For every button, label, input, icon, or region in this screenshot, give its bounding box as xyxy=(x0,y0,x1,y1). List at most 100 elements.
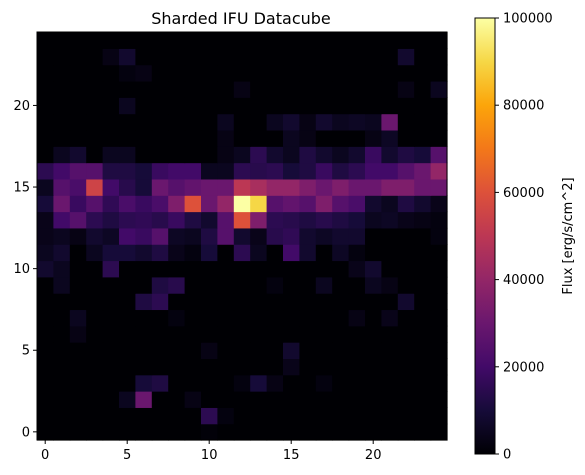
heatmap-cell xyxy=(430,260,448,278)
heatmap-cell xyxy=(332,423,350,441)
heatmap-cell xyxy=(184,391,202,408)
heatmap-cell xyxy=(86,342,104,359)
heatmap-cell xyxy=(233,195,251,213)
heatmap-cell xyxy=(365,195,382,213)
heatmap-cell xyxy=(168,80,186,98)
colorbar-ticks: 0 20000 40000 60000 80000 100000 xyxy=(495,12,553,463)
heatmap-cell xyxy=(69,80,87,98)
heatmap-cell xyxy=(168,391,186,408)
heatmap-cell xyxy=(201,97,218,115)
heatmap-cell xyxy=(37,391,54,408)
heatmap-cell xyxy=(217,260,235,278)
heatmap-cell xyxy=(250,309,268,327)
heatmap-cell xyxy=(119,162,136,180)
heatmap-cell xyxy=(37,293,54,311)
heatmap-cell xyxy=(151,374,169,392)
heatmap-cell xyxy=(233,227,251,245)
heatmap-cell xyxy=(53,211,71,229)
heatmap-cell xyxy=(69,113,87,131)
heatmap-cell xyxy=(414,276,432,294)
heatmap-cell xyxy=(53,293,71,311)
heatmap-cell xyxy=(332,146,350,164)
heatmap-cell xyxy=(119,97,136,115)
heatmap-cell xyxy=(135,64,153,82)
heatmap-cell xyxy=(69,48,87,66)
heatmap-cell xyxy=(119,407,136,425)
heatmap-cell xyxy=(315,211,333,229)
heatmap-cell xyxy=(217,244,235,262)
heatmap-cell xyxy=(283,244,300,262)
heatmap-cell xyxy=(86,374,104,392)
heatmap-cell xyxy=(53,374,71,392)
colorbar: 0 20000 40000 60000 80000 100000 Flux [erg/s/… xyxy=(474,12,576,463)
heatmap-cell xyxy=(69,260,87,278)
heatmap-cell xyxy=(414,244,432,262)
heatmap-cell xyxy=(332,325,350,343)
heatmap-cell xyxy=(250,162,268,180)
heatmap-cell xyxy=(250,32,268,49)
heatmap-cell xyxy=(365,227,382,245)
heatmap-cell xyxy=(151,146,169,164)
heatmap-cell xyxy=(102,178,120,196)
heatmap-cell xyxy=(348,276,366,294)
heatmap-cell xyxy=(381,325,399,343)
heatmap-cell xyxy=(233,64,251,82)
heatmap-cell xyxy=(266,178,284,196)
heatmap-cell xyxy=(69,195,87,213)
heatmap-cell xyxy=(250,260,268,278)
y-tick-label: 20 xyxy=(13,99,30,114)
heatmap-cell xyxy=(37,162,54,180)
heatmap-cell xyxy=(86,129,104,147)
heatmap-cell xyxy=(135,391,153,408)
heatmap-cell xyxy=(119,358,136,376)
heatmap-cell xyxy=(266,48,284,66)
heatmap-cell xyxy=(414,64,432,82)
heatmap-cell xyxy=(184,129,202,147)
heatmap-cell xyxy=(135,113,153,131)
heatmap-cell xyxy=(414,391,432,408)
heatmap-cell xyxy=(102,325,120,343)
heatmap-cell xyxy=(119,260,136,278)
heatmap-cell xyxy=(135,162,153,180)
heatmap-cell xyxy=(430,146,448,164)
heatmap-cell xyxy=(168,342,186,359)
heatmap-cell xyxy=(151,64,169,82)
heatmap-cell xyxy=(86,423,104,441)
x-tick-label: 20 xyxy=(365,448,382,463)
heatmap-cell xyxy=(201,423,218,441)
heatmap-cell xyxy=(250,113,268,131)
heatmap-cell xyxy=(250,195,268,213)
heatmap-cell xyxy=(397,113,415,131)
heatmap-cell xyxy=(397,211,415,229)
heatmap-cell xyxy=(348,227,366,245)
heatmap-cell xyxy=(315,407,333,425)
heatmap-cell xyxy=(348,178,366,196)
heatmap-cell xyxy=(365,423,382,441)
heatmap-cell xyxy=(266,391,284,408)
heatmap-cell xyxy=(332,244,350,262)
y-tick-label: 15 xyxy=(13,181,30,196)
heatmap-cell xyxy=(414,129,432,147)
heatmap-cell xyxy=(283,211,300,229)
heatmap-cell xyxy=(201,211,218,229)
heatmap-cell xyxy=(414,80,432,98)
heatmap-cell xyxy=(69,423,87,441)
heatmap-cell xyxy=(414,309,432,327)
heatmap-cell xyxy=(315,227,333,245)
heatmap-cell xyxy=(151,162,169,180)
heatmap-cell xyxy=(348,358,366,376)
heatmap-cell xyxy=(397,407,415,425)
heatmap-cell xyxy=(397,129,415,147)
heatmap-cell xyxy=(233,80,251,98)
heatmap-cell xyxy=(201,407,218,425)
heatmap-cell xyxy=(315,64,333,82)
heatmap-cell xyxy=(53,391,71,408)
colorbar-tick-label: 0 xyxy=(503,448,511,463)
heatmap-cell xyxy=(233,276,251,294)
heatmap-cell xyxy=(217,162,235,180)
heatmap-cell xyxy=(315,244,333,262)
heatmap-cell xyxy=(250,325,268,343)
heatmap-cell xyxy=(332,113,350,131)
heatmap-cell xyxy=(397,260,415,278)
